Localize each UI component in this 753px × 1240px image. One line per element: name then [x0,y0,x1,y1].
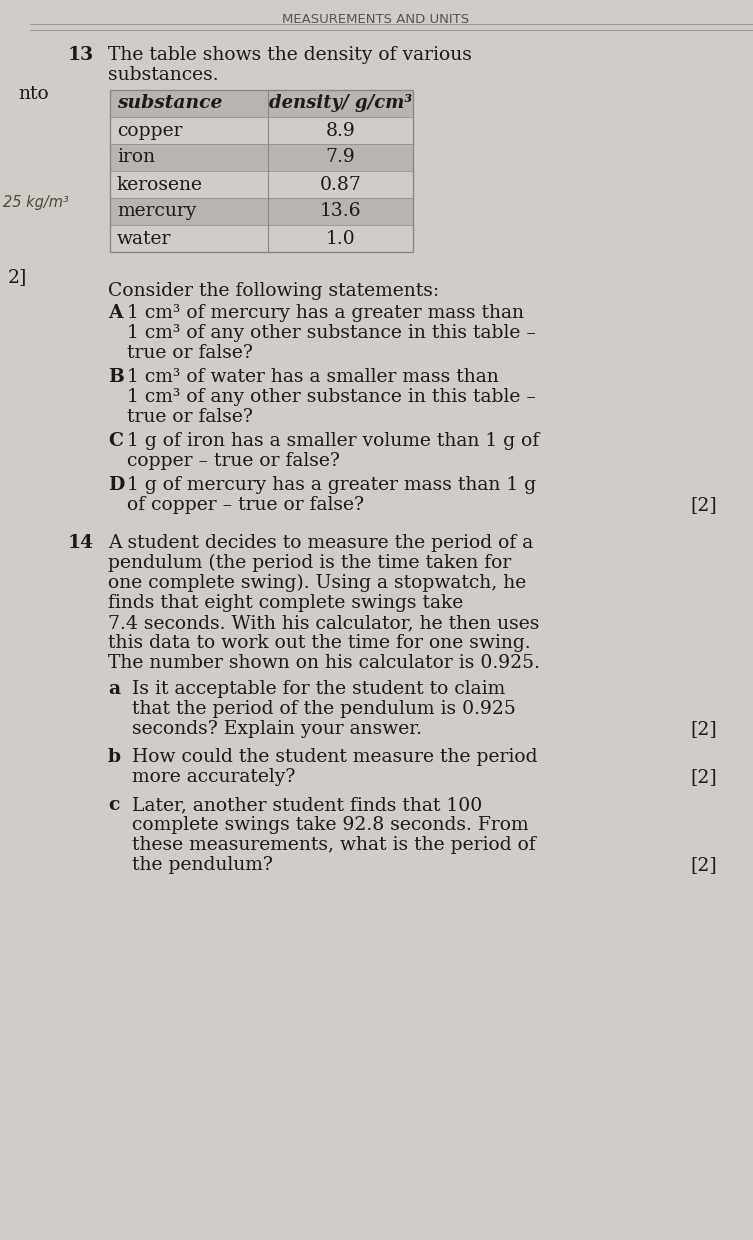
Text: c: c [108,796,120,813]
Text: 7.9: 7.9 [325,149,355,166]
Text: 13: 13 [68,46,94,64]
Bar [110,171,413,198]
Text: A: A [108,304,123,322]
Text: The table shows the density of various: The table shows the density of various [108,46,472,64]
Text: more accurately?: more accurately? [132,768,295,786]
Text: 1.0: 1.0 [325,229,355,248]
Text: 1 cm³ of any other substance in this table –: 1 cm³ of any other substance in this tab… [127,388,536,405]
Text: seconds? Explain your answer.: seconds? Explain your answer. [132,720,422,738]
Text: kerosene: kerosene [117,176,203,193]
Text: nto: nto [18,86,49,103]
Text: [2]: [2] [690,856,717,874]
Text: 0.87: 0.87 [319,176,361,193]
Text: iron: iron [117,149,155,166]
Text: mercury: mercury [117,202,197,221]
Text: D: D [108,476,124,494]
Text: one complete swing). Using a stopwatch, he: one complete swing). Using a stopwatch, … [108,574,526,593]
Text: 25 kg/m³: 25 kg/m³ [3,195,69,210]
Text: 7.4 seconds. With his calculator, he then uses: 7.4 seconds. With his calculator, he the… [108,614,539,632]
Text: a: a [108,680,120,698]
Text: MEASUREMENTS AND UNITS: MEASUREMENTS AND UNITS [282,12,470,26]
Text: [2]: [2] [690,496,717,515]
Text: b: b [108,748,121,766]
Text: 14: 14 [68,534,94,552]
Text: that the period of the pendulum is 0.925: that the period of the pendulum is 0.925 [132,701,516,718]
Text: C: C [108,432,123,450]
Text: of copper – true or false?: of copper – true or false? [127,496,364,515]
Text: this data to work out the time for one swing.: this data to work out the time for one s… [108,634,531,652]
Text: 1 cm³ of any other substance in this table –: 1 cm³ of any other substance in this tab… [127,324,536,342]
Text: substances.: substances. [108,66,218,84]
Bar [110,117,413,144]
Text: 1 cm³ of mercury has a greater mass than: 1 cm³ of mercury has a greater mass than [127,304,524,322]
Bar [110,224,413,252]
Text: complete swings take 92.8 seconds. From: complete swings take 92.8 seconds. From [132,816,529,835]
Text: 1 g of mercury has a greater mass than 1 g: 1 g of mercury has a greater mass than 1… [127,476,536,494]
Text: true or false?: true or false? [127,343,253,362]
Text: copper: copper [117,122,182,140]
Text: 1 g of iron has a smaller volume than 1 g of: 1 g of iron has a smaller volume than 1 … [127,432,539,450]
Text: 13.6: 13.6 [320,202,361,221]
Text: copper – true or false?: copper – true or false? [127,453,340,470]
Text: [2]: [2] [690,720,717,738]
Text: true or false?: true or false? [127,408,253,427]
Text: water: water [117,229,172,248]
Text: 2]: 2] [8,268,27,286]
Text: How could the student measure the period: How could the student measure the period [132,748,538,766]
Bar [110,91,413,252]
Text: 8.9: 8.9 [325,122,355,140]
Text: Consider the following statements:: Consider the following statements: [108,281,439,300]
Text: pendulum (the period is the time taken for: pendulum (the period is the time taken f… [108,554,511,572]
Text: [2]: [2] [690,768,717,786]
Text: B: B [108,368,123,386]
Text: these measurements, what is the period of: these measurements, what is the period o… [132,836,535,854]
Bar [110,198,413,224]
Bar [110,144,413,171]
Text: Is it acceptable for the student to claim: Is it acceptable for the student to clai… [132,680,505,698]
Text: substance: substance [117,94,222,113]
Text: A student decides to measure the period of a: A student decides to measure the period … [108,534,533,552]
Text: finds that eight complete swings take: finds that eight complete swings take [108,594,463,613]
Text: The number shown on his calculator is 0.925.: The number shown on his calculator is 0.… [108,653,540,672]
Text: Later, another student finds that 100: Later, another student finds that 100 [132,796,482,813]
Bar [110,91,413,117]
Text: density/ g/cm³: density/ g/cm³ [269,94,412,113]
Text: the pendulum?: the pendulum? [132,856,273,874]
Text: 1 cm³ of water has a smaller mass than: 1 cm³ of water has a smaller mass than [127,368,498,386]
